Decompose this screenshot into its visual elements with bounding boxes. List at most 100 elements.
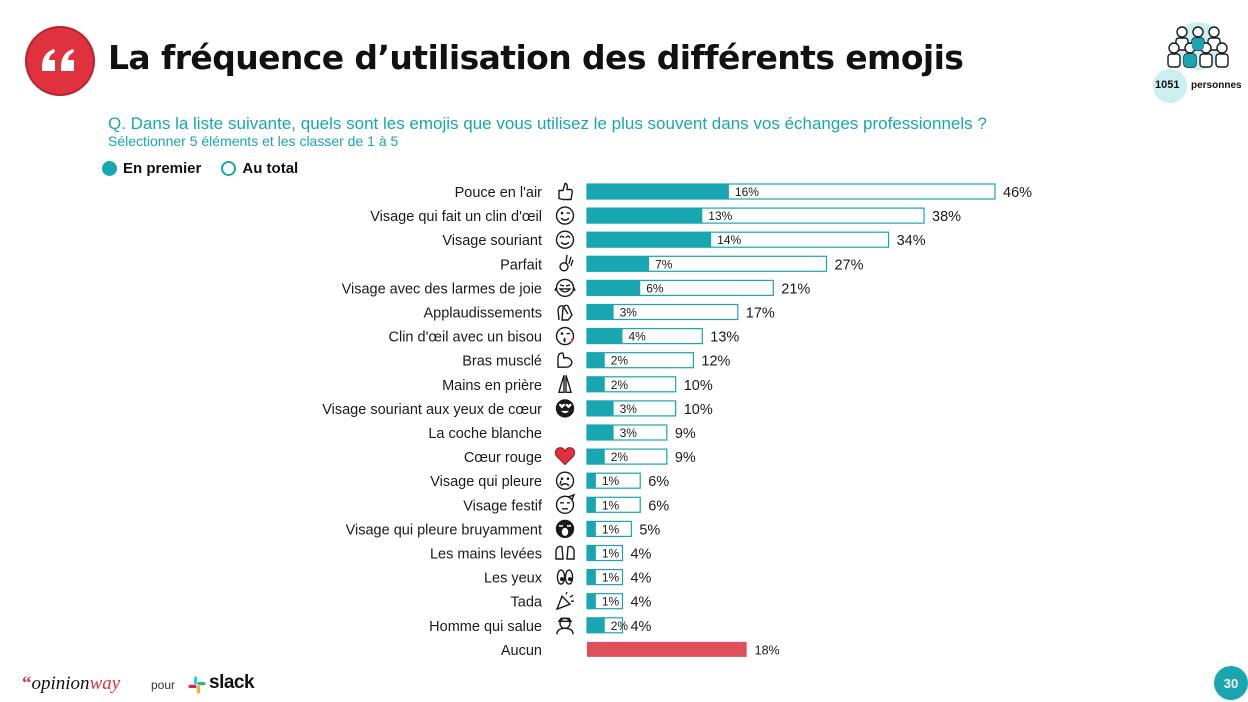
bar-total-none <box>587 641 747 657</box>
bar-first <box>587 569 596 585</box>
praying-hands-icon <box>558 375 572 393</box>
category-label: Visage qui pleure bruyamment <box>346 522 542 538</box>
chart-legend: En premier Au total <box>102 158 318 178</box>
value-label-first: 3% <box>620 426 638 440</box>
value-label-total: 17% <box>746 306 775 322</box>
value-label-total: 10% <box>684 378 713 394</box>
category-label: Cœur rouge <box>464 450 542 466</box>
category-label: Les mains levées <box>430 547 542 563</box>
smiling-face-icon <box>555 230 575 249</box>
bar-first <box>587 376 605 392</box>
value-label-first: 13% <box>708 209 732 223</box>
value-label-total: 4% <box>630 595 651 611</box>
value-label-first: 1% <box>602 522 620 536</box>
legend-label-total: Au total <box>242 159 299 177</box>
bar-first <box>587 328 623 344</box>
category-label: Mains en prière <box>442 378 542 394</box>
value-label-first: 2% <box>611 619 629 633</box>
value-label-total: 4% <box>630 571 651 587</box>
value-label-total: 27% <box>834 257 863 273</box>
sample-count: 1051 <box>1155 79 1180 91</box>
category-label: Visage festif <box>463 498 543 514</box>
bar-first <box>587 449 605 465</box>
category-label: Tada <box>511 595 543 611</box>
legend-swatch-first <box>102 160 117 176</box>
value-label-first: 1% <box>602 571 620 585</box>
category-label: Pouce en l'air <box>455 185 543 201</box>
value-label-first: 3% <box>620 402 638 416</box>
brand-opinion: opinion <box>31 673 90 694</box>
category-label: Visage qui pleure <box>430 474 542 490</box>
category-label: Visage qui fait un clin d'œil <box>370 209 542 225</box>
value-label-first: 3% <box>620 306 638 320</box>
legend-label-first: En premier <box>123 159 202 177</box>
category-label: Homme qui salue <box>429 619 542 635</box>
bar-first <box>587 521 596 537</box>
category-label: La coche blanche <box>428 426 542 442</box>
bar-first <box>587 352 605 368</box>
winking-face-icon <box>555 206 575 225</box>
bar-first <box>587 545 596 561</box>
bar-first <box>587 497 596 513</box>
value-label-total: 9% <box>675 450 696 466</box>
value-label-total: 6% <box>648 498 669 514</box>
value-label-total: 21% <box>781 281 810 297</box>
value-label-total: 5% <box>639 522 660 538</box>
loudly-crying-icon <box>555 519 575 539</box>
legend-item-total: Au total <box>221 160 298 177</box>
bar-first <box>587 232 712 248</box>
crying-face-icon <box>555 471 575 490</box>
brand-quote: “ <box>22 673 32 694</box>
thumbs-up-icon <box>558 182 574 201</box>
slack-wordmark: slack <box>209 672 255 693</box>
category-label: Parfait <box>500 257 542 273</box>
footer-pour: pour <box>151 678 176 692</box>
page-number-badge: 30 <box>1214 666 1248 700</box>
category-label: Bras musclé <box>462 354 542 370</box>
value-label-total: 6% <box>648 474 669 490</box>
category-label: Visage souriant aux yeux de cœur <box>322 402 542 418</box>
value-label-total: 12% <box>701 354 730 370</box>
value-label-first: 6% <box>646 281 664 295</box>
value-label-total: 4% <box>630 547 651 563</box>
bar-first <box>587 304 614 320</box>
value-label-total: 4% <box>630 619 651 635</box>
bar-first <box>587 473 596 489</box>
value-label-total: 38% <box>932 209 961 225</box>
value-label-total: 13% <box>710 330 739 346</box>
bar-first <box>587 184 729 199</box>
bar-first <box>587 400 614 416</box>
clapping-hands-icon <box>557 304 573 321</box>
opinionway-logo: “opinionway <box>22 673 120 695</box>
category-label: Visage souriant <box>442 233 542 249</box>
bar-first <box>587 617 605 633</box>
category-label: Aucun <box>501 643 542 659</box>
category-label: Visage avec des larmes de joie <box>342 281 542 297</box>
category-label: Les yeux <box>484 571 543 587</box>
value-label-first: 16% <box>735 185 759 199</box>
raised-hands-icon <box>555 545 575 560</box>
survey-instruction: Sélectionner 5 éléments et les classer d… <box>108 133 399 149</box>
legend-item-first: En premier <box>102 160 201 177</box>
quote-icon <box>25 26 95 96</box>
bar-first <box>587 593 596 609</box>
page-title: La fréquence d’utilisation des différent… <box>108 38 964 77</box>
value-label-first: 1% <box>602 498 620 512</box>
people-group-icon <box>1153 22 1229 103</box>
value-label-first: 1% <box>602 595 620 609</box>
red-heart-icon <box>555 447 575 466</box>
category-label: Applaudissements <box>424 306 543 322</box>
slack-logo-icon <box>188 676 206 694</box>
value-label-first: 1% <box>602 474 620 488</box>
value-label-first: 14% <box>717 233 741 247</box>
value-label-first: 2% <box>611 378 629 392</box>
eyes-icon <box>556 569 574 585</box>
saluting-man-icon <box>556 617 574 635</box>
sample-label: personnes <box>1191 80 1242 91</box>
value-label-first: 2% <box>611 450 629 464</box>
value-label-total: 9% <box>675 426 696 442</box>
flexed-biceps-icon <box>557 352 573 368</box>
bar-first <box>587 256 650 272</box>
tears-of-joy-icon <box>554 278 576 298</box>
